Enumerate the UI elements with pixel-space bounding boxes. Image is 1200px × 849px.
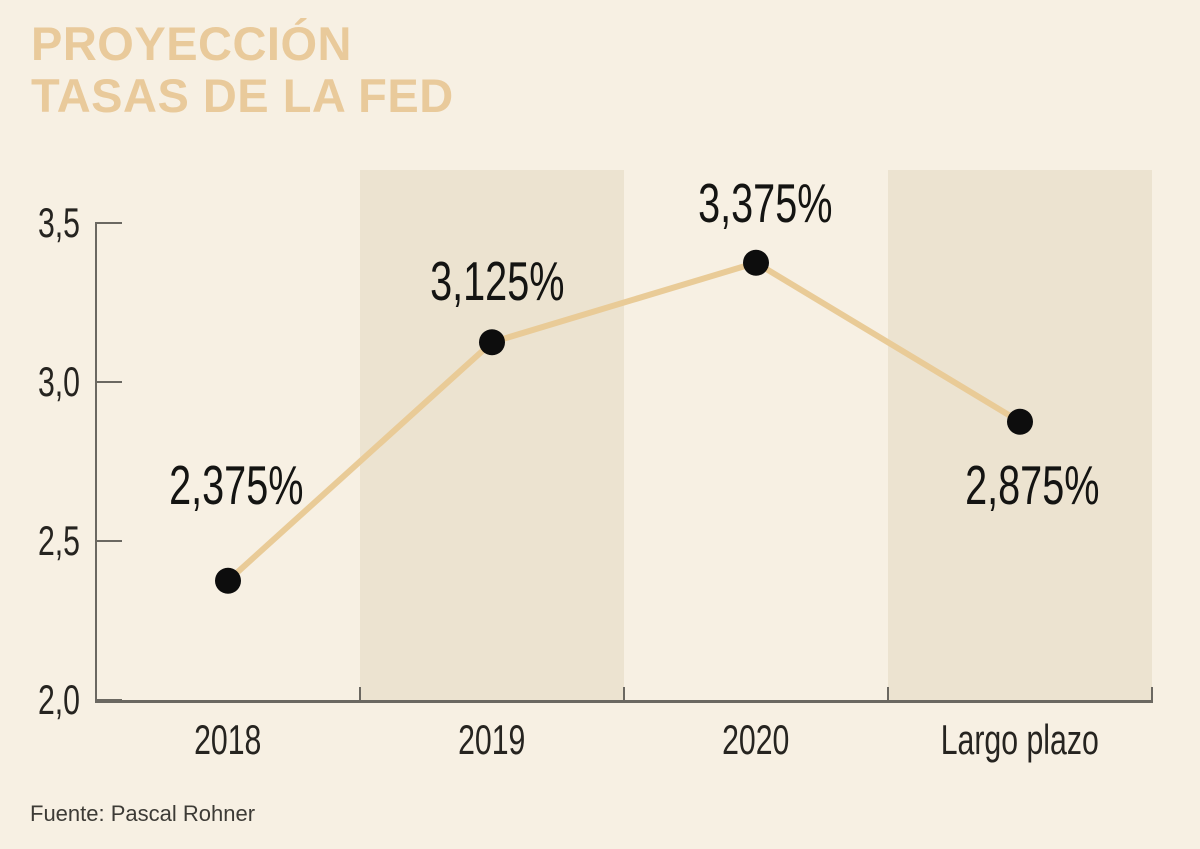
data-point-label-text: 2,875% (964, 453, 1100, 516)
y-axis-tick (97, 381, 122, 383)
x-axis-tick (359, 687, 361, 700)
x-axis-label-2018: 2018 (98, 719, 358, 761)
highlight-band-2019 (360, 170, 624, 700)
data-point-label-largo-plazo: 2,875% (882, 453, 1182, 516)
data-point-label-2020: 3,375% (615, 171, 915, 234)
chart-title: PROYECCIÓN TASAS DE LA FED (31, 18, 454, 122)
x-axis-label-text: 2020 (722, 716, 790, 763)
y-axis-tick (97, 540, 122, 542)
source-credit: Fuente: Pascal Rohner (30, 801, 256, 826)
data-point-label-text: 3,125% (429, 250, 565, 313)
x-axis-label-largo-plazo: Largo plazo (890, 719, 1150, 761)
y-axis-tick-label: 3,5 (37, 199, 80, 246)
y-axis-tick-label: 2,0 (37, 676, 80, 723)
y-axis-tick (97, 222, 122, 224)
data-point-label-2019: 3,125% (347, 254, 647, 309)
x-axis-tick (623, 687, 625, 700)
y-axis-line (95, 222, 97, 701)
x-axis-label-text: Largo plazo (940, 716, 1100, 763)
data-point-label-text: 2,375% (168, 453, 304, 516)
x-axis-line (95, 700, 1153, 703)
y-axis-tick-label: 3,0 (37, 358, 80, 405)
x-axis-tick (887, 687, 889, 700)
data-point-label-2018: 2,375% (86, 453, 386, 516)
projection-line (225, 259, 1022, 583)
x-axis-label-text: 2019 (458, 716, 526, 763)
data-point-label-text: 3,375% (697, 171, 833, 234)
data-point-2020 (743, 249, 769, 276)
x-axis-label-2019: 2019 (362, 719, 622, 761)
highlight-band-largo-plazo (888, 170, 1152, 700)
y-axis-tick-label: 2,5 (37, 517, 80, 564)
chart-title-line1: PROYECCIÓN (31, 17, 352, 70)
x-axis-tick (1151, 687, 1153, 700)
chart-title-line2: TASAS DE LA FED (31, 69, 454, 122)
data-point-largo-plazo (1007, 408, 1033, 435)
data-point-2019 (479, 329, 505, 356)
x-axis-label-2020: 2020 (626, 719, 886, 761)
data-point-2018 (215, 567, 241, 594)
x-axis-label-text: 2018 (194, 716, 262, 763)
y-axis-tick (97, 699, 122, 701)
